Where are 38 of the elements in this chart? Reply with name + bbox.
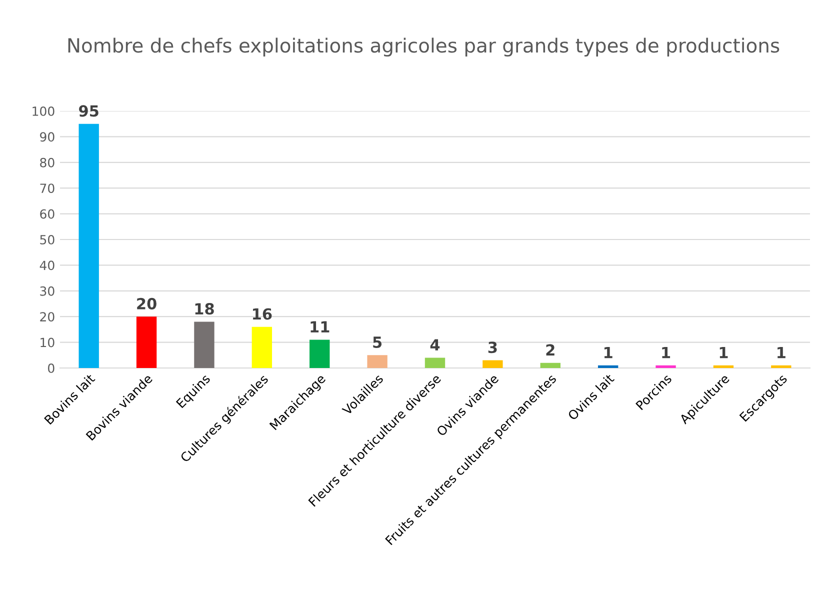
bar xyxy=(771,365,792,368)
y-tick-label: 80 xyxy=(40,158,54,168)
data-label: 20 xyxy=(137,298,156,310)
bar xyxy=(78,124,99,368)
y-tick-label: 50 xyxy=(40,234,54,244)
data-label: 16 xyxy=(253,308,272,320)
bar xyxy=(136,316,157,368)
bar xyxy=(194,322,214,368)
data-label: 1 xyxy=(604,346,612,358)
data-label: 1 xyxy=(778,346,786,358)
y-tick-label: 60 xyxy=(40,209,54,219)
data-label: 11 xyxy=(310,321,330,332)
y-tick-label: 30 xyxy=(40,286,54,296)
bar xyxy=(656,365,676,368)
bar xyxy=(598,365,618,368)
data-label: 95 xyxy=(79,105,98,117)
bar xyxy=(310,340,330,368)
data-label: 5 xyxy=(373,336,382,348)
y-tick-label: 0 xyxy=(48,363,54,373)
y-tick-label: 100 xyxy=(32,106,54,116)
bar xyxy=(424,358,446,368)
bar xyxy=(713,365,734,368)
data-label: 4 xyxy=(430,339,440,350)
y-tick-label: 90 xyxy=(40,132,54,142)
chart-title: Nombre de chefs exploitations agricoles par grands types de productions xyxy=(68,38,780,57)
y-tick-label: 70 xyxy=(40,184,54,194)
data-label: 1 xyxy=(720,346,728,358)
data-label: 3 xyxy=(488,342,497,354)
y-tick-label: 40 xyxy=(40,260,54,270)
data-label: 18 xyxy=(195,303,214,315)
bar xyxy=(367,355,388,368)
bar xyxy=(482,360,503,368)
data-label: 1 xyxy=(662,346,670,358)
y-tick-label: 20 xyxy=(40,312,54,322)
bar xyxy=(252,326,272,368)
data-label: 2 xyxy=(546,344,554,356)
bar xyxy=(540,362,560,368)
y-tick-label: 10 xyxy=(40,338,54,348)
